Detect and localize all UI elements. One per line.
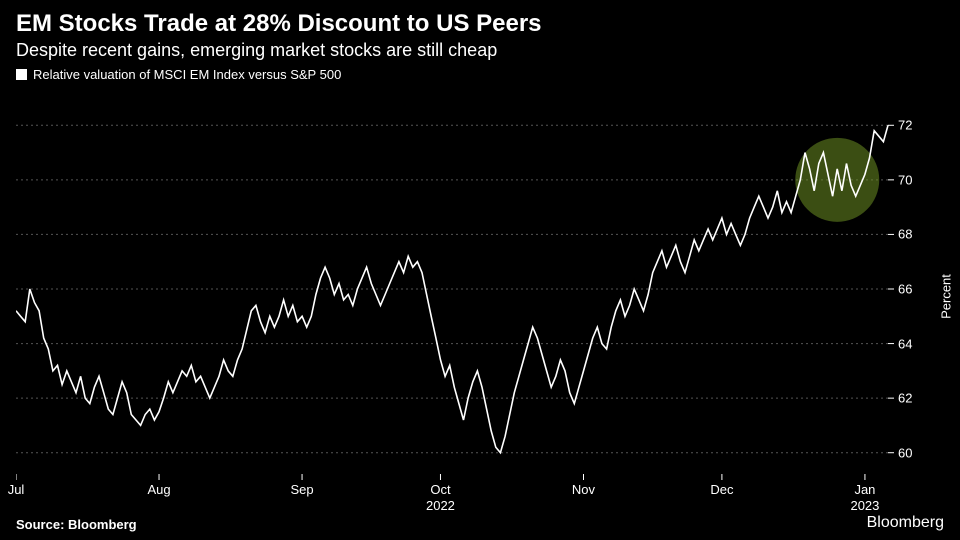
chart-plot-area: 60626466687072PercentJulAugSepOctNovDecJ…	[16, 98, 944, 480]
line-chart-svg	[16, 98, 944, 480]
chart-source: Source: Bloomberg	[16, 517, 137, 532]
chart-title: EM Stocks Trade at 28% Discount to US Pe…	[16, 10, 944, 38]
x-tick-label: Jan	[854, 482, 875, 497]
x-tick-label: Aug	[147, 482, 170, 497]
y-tick-label: 64	[898, 336, 912, 351]
y-tick-label: 70	[898, 172, 912, 187]
x-year-label: 2022	[426, 498, 455, 513]
chart-subtitle: Despite recent gains, emerging market st…	[16, 40, 944, 61]
chart-footer: Source: Bloomberg Bloomberg	[16, 514, 944, 532]
y-tick-label: 62	[898, 391, 912, 406]
y-axis-title: Percent	[939, 274, 954, 319]
x-tick-label: Jul	[8, 482, 25, 497]
x-tick-label: Sep	[290, 482, 313, 497]
x-tick-label: Nov	[572, 482, 595, 497]
legend-marker-icon	[16, 69, 27, 80]
y-tick-label: 68	[898, 227, 912, 242]
y-tick-label: 66	[898, 282, 912, 297]
y-tick-label: 60	[898, 445, 912, 460]
x-tick-label: Oct	[430, 482, 450, 497]
chart-legend: Relative valuation of MSCI EM Index vers…	[16, 67, 944, 82]
legend-label: Relative valuation of MSCI EM Index vers…	[33, 67, 341, 82]
chart-header: EM Stocks Trade at 28% Discount to US Pe…	[0, 0, 960, 86]
y-tick-label: 72	[898, 118, 912, 133]
x-tick-label: Dec	[710, 482, 733, 497]
brand-label: Bloomberg	[867, 514, 944, 532]
x-year-label: 2023	[850, 498, 879, 513]
